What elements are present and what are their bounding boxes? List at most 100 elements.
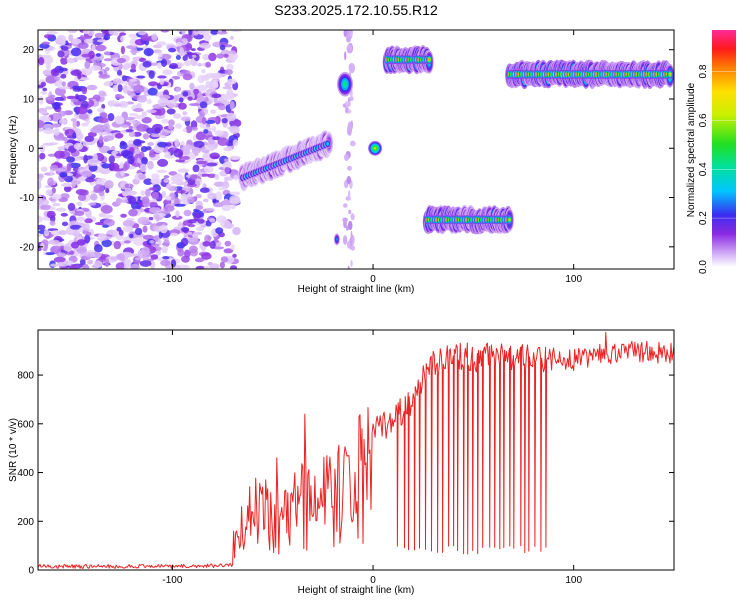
noise-cell <box>208 195 218 199</box>
noise-cell <box>195 194 202 199</box>
noise-cell <box>176 189 186 194</box>
noise-cell <box>48 239 60 245</box>
noise-cell <box>224 166 230 174</box>
noise-cell <box>71 180 77 188</box>
noise-cell <box>197 218 205 224</box>
noise-cell <box>104 258 110 268</box>
noise-cell <box>213 78 218 87</box>
noise-cell <box>348 209 352 215</box>
noise-cell <box>196 160 208 165</box>
noise-cell <box>141 156 148 166</box>
noise-cell <box>168 171 178 176</box>
noise-cell <box>46 31 58 35</box>
noise-cell <box>45 189 52 196</box>
noise-cell <box>347 165 352 171</box>
noise-cell <box>158 51 163 58</box>
noise-cell <box>123 161 130 170</box>
noise-cell <box>57 146 66 151</box>
noise-cell <box>56 35 67 44</box>
noise-cell <box>170 259 177 268</box>
noise-cell <box>53 256 66 263</box>
noise-cell <box>182 91 189 97</box>
noise-cell <box>101 163 111 169</box>
noise-cell <box>79 35 86 41</box>
noise-cell <box>91 44 96 52</box>
noise-cell <box>113 168 124 172</box>
noise-cell <box>101 103 106 110</box>
noise-cell <box>70 69 82 76</box>
noise-cell <box>151 133 161 138</box>
noise-cell <box>52 203 61 207</box>
spectrogram-x-axis-label: Height of straight line (km) <box>298 284 415 295</box>
noise-cell <box>185 125 193 134</box>
noise-cell <box>117 84 123 92</box>
noise-cell <box>122 85 129 94</box>
y-tick-label: 10 <box>23 94 35 105</box>
noise-cell <box>72 120 78 128</box>
noise-cell <box>157 75 167 79</box>
noise-cell <box>226 112 237 122</box>
noise-cell <box>161 245 168 254</box>
noise-cell <box>161 118 170 124</box>
colorbar-gradient <box>712 30 736 267</box>
noise-cell <box>222 93 235 101</box>
noise-cell <box>346 176 352 185</box>
noise-cell <box>82 263 90 269</box>
noise-cell <box>147 202 158 207</box>
noise-cell <box>221 181 230 190</box>
noise-cell <box>42 123 54 130</box>
noise-cell <box>182 264 191 269</box>
noise-cell <box>164 151 171 158</box>
noise-cell <box>58 86 71 90</box>
noise-cell <box>116 253 125 260</box>
noise-cell <box>168 119 175 126</box>
colorbar-tick-label: 0.4 <box>698 162 709 176</box>
noise-cell <box>229 265 238 269</box>
noise-cell <box>72 85 80 90</box>
noise-cell <box>131 63 136 71</box>
noise-cell <box>54 150 65 159</box>
chart-title: S233.2025.172.10.55.R12 <box>274 2 438 18</box>
noise-cell <box>232 253 237 258</box>
noise-cell <box>102 123 111 131</box>
noise-cell <box>188 30 193 36</box>
noise-cell <box>59 172 68 178</box>
noise-cell <box>342 217 348 223</box>
noise-cell <box>159 78 165 85</box>
noise-cell <box>162 237 170 241</box>
noise-cell <box>84 251 96 258</box>
noise-cell <box>195 131 206 141</box>
noise-cell <box>221 118 228 124</box>
noise-cell <box>233 174 238 181</box>
noise-cell <box>70 47 82 57</box>
noise-cell <box>128 125 134 130</box>
spectrogram-y-axis-label: Frequency (Hz) <box>8 116 19 185</box>
noise-cell <box>124 187 132 193</box>
noise-cell <box>198 110 205 118</box>
noise-cell <box>38 197 43 205</box>
noise-cell <box>124 116 136 121</box>
noise-cell <box>58 67 68 72</box>
noise-cell <box>202 53 210 61</box>
noise-cell <box>54 96 64 101</box>
noise-cell <box>128 196 137 205</box>
noise-cell <box>211 126 217 132</box>
noise-cell <box>175 87 181 92</box>
noise-cell <box>99 135 104 144</box>
noise-cell <box>68 34 74 42</box>
noise-cell <box>134 140 146 144</box>
noise-cell <box>83 223 90 231</box>
noise-cell <box>149 240 155 244</box>
noise-cell <box>93 260 103 268</box>
noise-cell <box>120 170 125 177</box>
noise-cell <box>42 142 55 146</box>
noise-cell <box>43 128 55 135</box>
noise-cell <box>142 254 149 262</box>
noise-cell <box>345 107 348 114</box>
noise-cell <box>174 203 186 207</box>
noise-cell <box>199 42 212 49</box>
noise-cell <box>141 111 147 117</box>
noise-cell <box>76 106 88 115</box>
noise-cell <box>212 136 221 141</box>
noise-cell <box>67 202 76 211</box>
